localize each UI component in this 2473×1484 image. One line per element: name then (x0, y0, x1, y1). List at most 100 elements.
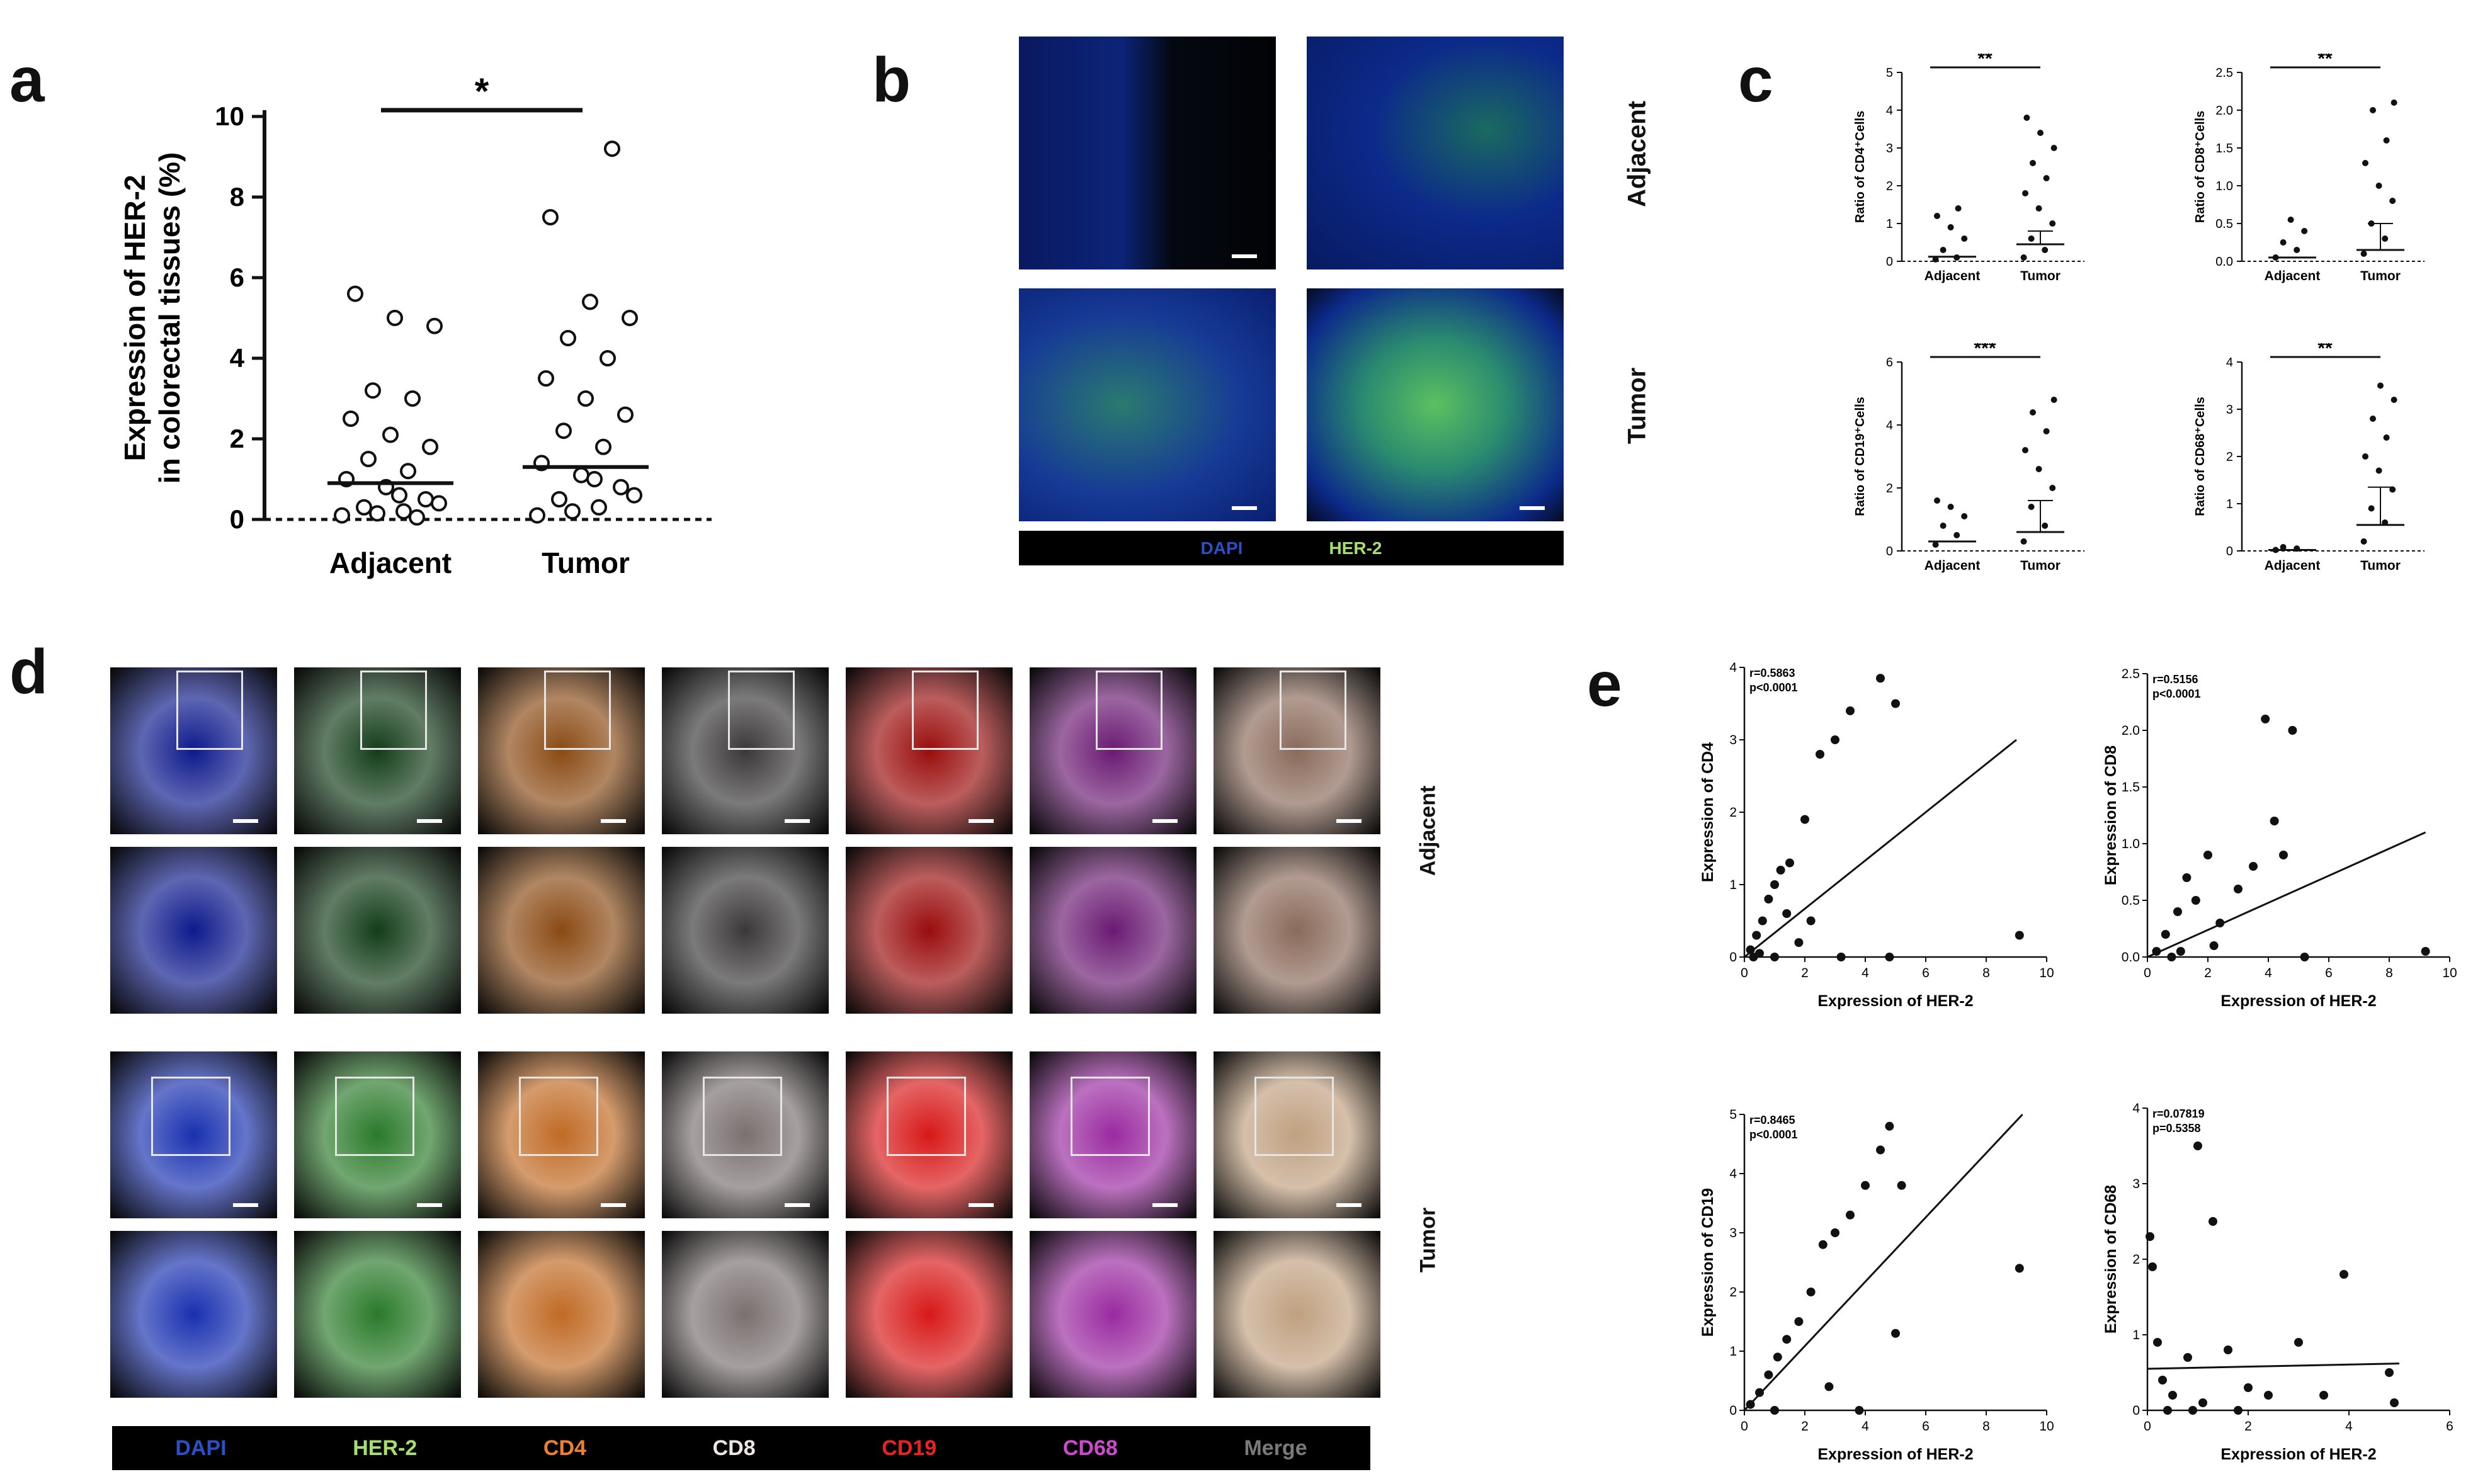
x-tick-label: 6 (2446, 1419, 2453, 1434)
data-point (2020, 254, 2027, 261)
data-point (1961, 235, 1968, 242)
data-point (2015, 931, 2024, 940)
x-tick-label: 0 (1741, 1419, 1748, 1434)
zoom-region-box (1071, 1077, 1150, 1156)
significance-mark: ** (2317, 343, 2333, 359)
data-point (2043, 175, 2050, 181)
adjacent-overview-image-merge (1214, 667, 1380, 834)
tumor-overview-image-dapi (110, 1051, 277, 1218)
x-tick-label: 6 (1922, 966, 1930, 980)
data-point (2215, 919, 2225, 927)
adjacent-zoom-image-cd68 (1030, 847, 1197, 1014)
panel-d-image-grid (110, 667, 1380, 1410)
data-point (622, 310, 638, 326)
y-tick-label: 2.0 (2215, 104, 2233, 118)
zoom-region-box (887, 1077, 966, 1156)
legend-merge: Merge (1244, 1436, 1307, 1460)
y-tick-label: 1 (1729, 1344, 1737, 1359)
legend-cd4: CD4 (543, 1436, 586, 1460)
data-point (1891, 699, 1900, 708)
data-point (2234, 885, 2243, 893)
data-point (2146, 1232, 2154, 1241)
regression-line (2147, 831, 2426, 958)
data-point (2209, 941, 2219, 950)
y-tick-label: 3 (2226, 403, 2233, 417)
y-tick-label: 2 (1886, 482, 1893, 496)
y-axis-label: Ratio of CD8⁺Cells (2193, 111, 2207, 223)
data-point (2249, 862, 2258, 871)
tumor-overview-image-her2 (294, 1051, 461, 1218)
data-point (2375, 467, 2382, 474)
data-point (2037, 130, 2044, 136)
data-point (418, 491, 434, 507)
data-point (613, 479, 629, 496)
zoom-region-box (703, 1077, 782, 1156)
legend-her2: HER-2 (353, 1436, 418, 1460)
data-point (2280, 239, 2287, 246)
y-tick-label: 0.0 (2215, 255, 2233, 269)
adjacent-overview-image-her2 (294, 667, 461, 834)
data-point (1955, 205, 1962, 212)
scale-bar (417, 819, 442, 823)
scale-bar (1152, 819, 1178, 823)
y-axis-label: Ratio of CD68⁺Cells (2193, 397, 2207, 516)
b-row-label-tumor: Tumor (1623, 367, 1651, 445)
data-point (1855, 1406, 1864, 1415)
y-tick-label: 0.0 (2122, 950, 2140, 965)
data-point (1824, 1382, 1834, 1391)
data-point (595, 438, 611, 455)
tumor-zoom-image-her2 (294, 1231, 461, 1398)
correlation-r: r=0.07819 (2152, 1107, 2205, 1120)
data-point (1940, 523, 1947, 529)
data-point (409, 509, 425, 526)
data-point (2375, 183, 2382, 189)
legend-cd68: CD68 (1062, 1436, 1118, 1460)
data-point (2280, 544, 2287, 550)
adjacent-overview-image-dapi (110, 667, 277, 834)
data-point (2300, 953, 2309, 961)
y-tick-label: 1.5 (2215, 142, 2233, 156)
zoom-region-box (1280, 671, 1346, 750)
zoom-region-box (544, 671, 611, 750)
data-point (626, 487, 642, 504)
data-point (395, 503, 412, 520)
data-point (564, 503, 581, 520)
scale-bar (233, 1203, 258, 1207)
b-image-tumor-dapi (1019, 288, 1276, 521)
y-tick-label: 0 (2132, 1403, 2140, 1418)
y-tick-label: 4 (1886, 104, 1893, 118)
data-point (2391, 397, 2397, 403)
data-point (1953, 532, 1960, 538)
data-point (1897, 1181, 1906, 1190)
d-row-label-tumor: Tumor (1416, 1207, 1440, 1273)
zoom-region-box (519, 1077, 598, 1156)
panel-e-chart-cd8: 0.0 0.5 1.0 1.5 2.0 2.5 0 2 4 6 8 10 Expression of H… (2102, 667, 2457, 1010)
data-point (2370, 107, 2376, 113)
zoom-region-box (1096, 671, 1163, 750)
data-point (2028, 235, 2035, 242)
scale-bar (1232, 506, 1257, 510)
tumor-zoom-image-merge (1214, 1231, 1380, 1398)
tumor-zoom-image-cd68 (1030, 1231, 1197, 1398)
y-tick-label: 1.5 (2122, 780, 2140, 795)
data-point (382, 426, 399, 443)
data-point (617, 406, 634, 423)
legend-dapi: DAPI (1200, 538, 1243, 558)
scale-bar (969, 819, 994, 823)
adjacent-overview-image-cd4 (478, 667, 645, 834)
adjacent-overview-image-cd19 (846, 667, 1013, 834)
y-tick-label: 6 (230, 263, 244, 292)
x-axis-label: Expression of HER-2 (1817, 1446, 1973, 1463)
data-point (1746, 1400, 1755, 1409)
tumor-overview-image-cd8 (662, 1051, 829, 1218)
y-tick-label: 0 (1729, 1403, 1737, 1418)
scale-bar (785, 819, 810, 823)
adjacent-zoom-image-dapi (110, 847, 277, 1014)
data-point (2389, 198, 2396, 204)
data-point (2050, 145, 2057, 151)
y-tick-label: 1 (1886, 217, 1893, 231)
data-point (1885, 953, 1894, 961)
scale-bar (1152, 1203, 1178, 1207)
adjacent-overview-image-cd8 (662, 667, 829, 834)
data-point (334, 507, 350, 524)
